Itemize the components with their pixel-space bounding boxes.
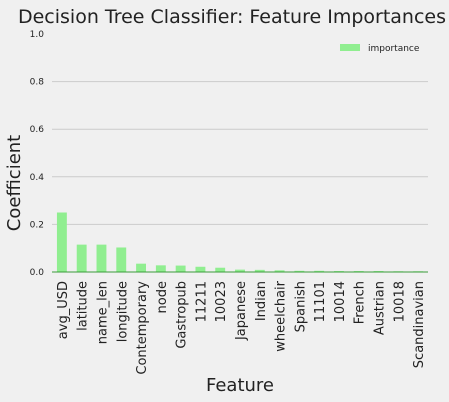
bar-gastropub	[175, 265, 186, 272]
bar-10023	[215, 267, 226, 272]
x-tick-label: node	[155, 281, 170, 313]
x-tick-label: latitude	[76, 281, 91, 331]
x-tick-label: wheelchair	[274, 280, 289, 351]
y-tick-label: 0.2	[30, 220, 44, 230]
bar-indian	[254, 269, 265, 272]
x-tick-label: Austrian	[373, 281, 388, 335]
x-tick-label: 10023	[214, 281, 229, 322]
bar-avg-usd	[56, 212, 67, 272]
bar-latitude	[76, 244, 87, 272]
x-tick-label: longitude	[115, 281, 130, 342]
legend: importance	[340, 44, 420, 54]
y-tick-label: 0.4	[30, 173, 45, 183]
x-tick-label: Indian	[254, 281, 269, 321]
legend-swatch	[340, 44, 360, 51]
bar-name-len	[96, 244, 107, 272]
x-tick-label: 11101	[313, 281, 328, 322]
bar-spanish	[294, 270, 305, 272]
x-tick-label: name_len	[95, 281, 110, 344]
x-tick-label: 10018	[392, 281, 407, 322]
y-tick-label: 1.0	[30, 30, 45, 40]
x-tick-label: Contemporary	[135, 281, 150, 375]
x-tick-label: French	[353, 281, 368, 324]
bar-wheelchair	[274, 270, 285, 272]
bar-11101	[314, 270, 325, 272]
bars	[52, 212, 428, 273]
y-tick-label: 0.8	[30, 78, 45, 88]
x-tick-labels: avg_USD latitude name_len longitude Contempo…	[56, 280, 427, 374]
x-tick-label: avg_USD	[56, 281, 71, 339]
y-tick-label: 0.0	[30, 268, 45, 278]
bar-contemporary	[136, 263, 146, 272]
bar-japanese	[235, 269, 245, 272]
y-axis-label: Coefficient	[4, 135, 25, 232]
y-tick-label: 0.6	[30, 125, 45, 135]
x-tick-label: 11211	[194, 281, 209, 322]
x-axis-label: Feature	[206, 375, 274, 396]
bar-11211	[195, 266, 206, 272]
x-tick-label: 10014	[333, 281, 348, 322]
chart-title: Decision Tree Classifier: Feature Import…	[18, 6, 446, 28]
x-tick-label: Scandinavian	[412, 281, 427, 368]
legend-label: importance	[368, 44, 420, 54]
grid-lines	[52, 81, 428, 225]
x-tick-label: Gastropub	[175, 281, 190, 349]
x-tick-label: Spanish	[293, 281, 308, 332]
x-tick-label: Japanese	[234, 281, 249, 341]
bar-longitude	[116, 247, 127, 272]
bar-node	[155, 265, 166, 272]
y-tick-labels: 0.0 0.2 0.4 0.6 0.8 1.0	[30, 30, 45, 278]
